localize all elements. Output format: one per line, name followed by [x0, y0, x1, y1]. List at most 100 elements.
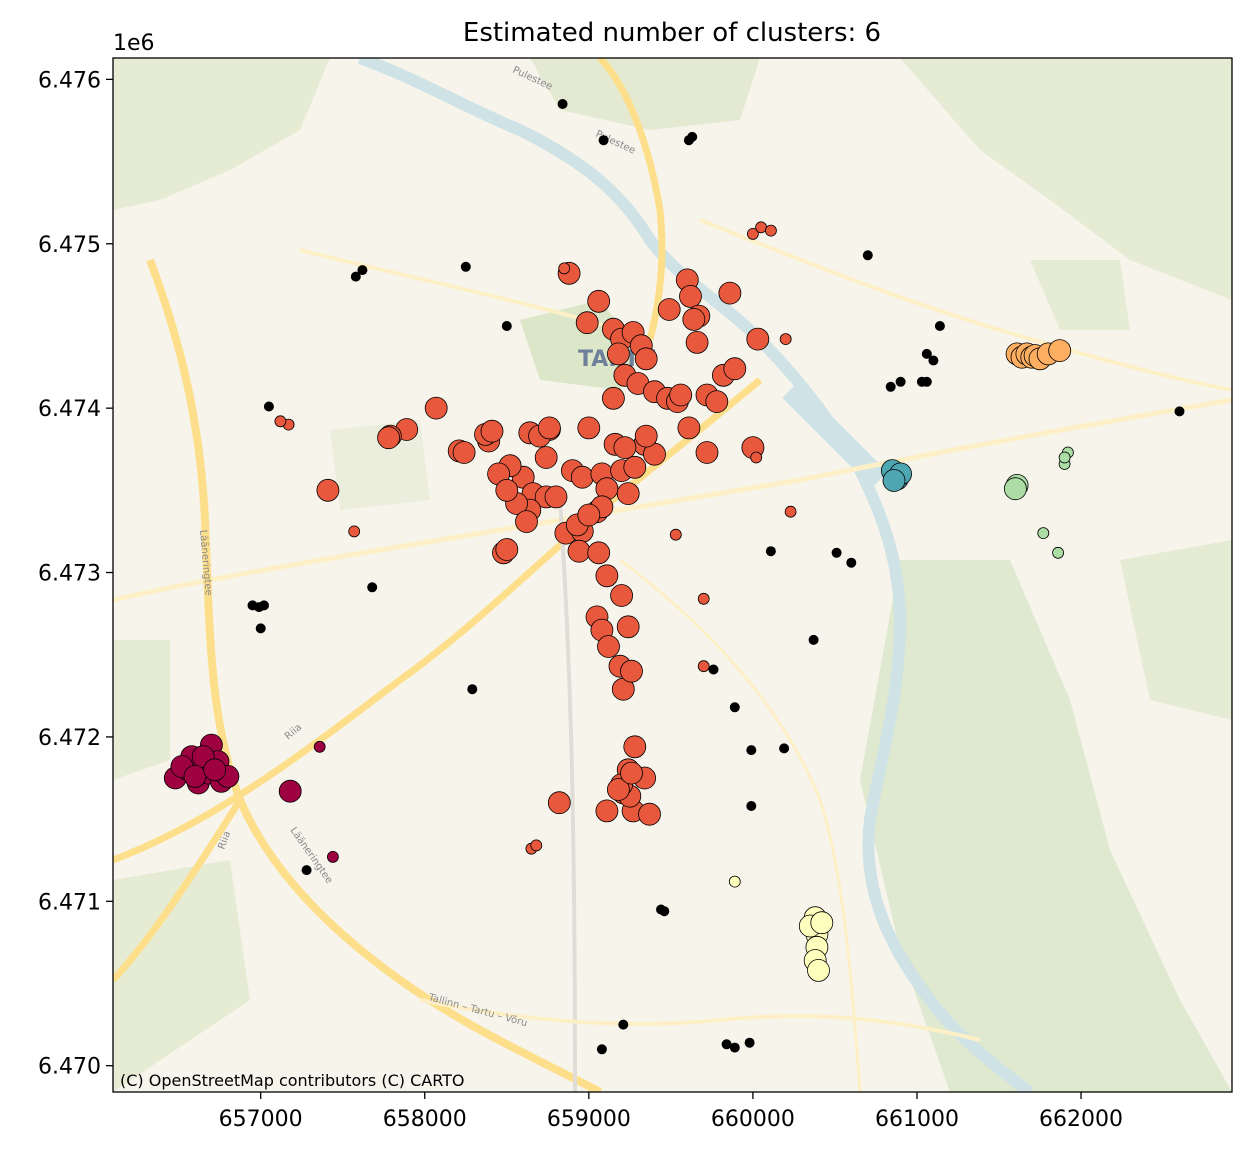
point-cluster-1-69: [577, 503, 601, 527]
road: [113, 397, 1232, 603]
point-cluster-1-110: [747, 227, 759, 240]
point-cluster-6-18: [765, 546, 776, 557]
y-tick-label: 6.474: [38, 397, 101, 422]
point-cluster-6-31: [779, 743, 790, 754]
point-cluster-1-85: [616, 615, 640, 639]
point-cluster-2-7: [1048, 339, 1072, 363]
point-cluster-1-90: [623, 735, 647, 759]
point-cluster-6-20: [846, 557, 857, 568]
point-cluster-6-13: [921, 376, 932, 387]
y-tick-label: 6.473: [38, 562, 101, 587]
point-cluster-1-13: [602, 386, 625, 410]
park-area: [330, 420, 430, 510]
point-cluster-1-18: [705, 390, 729, 414]
point-cluster-6-27: [708, 664, 719, 675]
point-cluster-1-108: [697, 592, 710, 605]
point-cluster-6-23: [254, 602, 264, 613]
point-cluster-6-17: [263, 401, 274, 412]
point-cluster-1-49: [544, 485, 568, 509]
point-cluster-1-99: [547, 791, 571, 815]
point-cluster-6-11: [928, 355, 939, 366]
point-cluster-1-78: [424, 396, 448, 420]
point-cluster-1-1: [558, 262, 571, 275]
point-cluster-4-3: [1052, 546, 1064, 559]
point-cluster-1-111: [755, 221, 767, 234]
road: [419, 998, 981, 1042]
park-area: [113, 860, 250, 1092]
point-cluster-1-24: [685, 330, 709, 354]
y-tick-label: 6.471: [38, 890, 101, 915]
point-cluster-1-59: [634, 424, 658, 448]
basemap: TARTU Pulestee Pulestee Lääneringtee Lää…: [113, 58, 1232, 1092]
point-cluster-1-63: [538, 416, 561, 440]
point-cluster-1-56: [623, 455, 647, 479]
point-cluster-6-38: [721, 1039, 732, 1050]
point-cluster-6-8: [862, 250, 873, 261]
point-cluster-1-73: [587, 541, 611, 565]
chart-title: Estimated number of clusters: 6: [463, 18, 881, 48]
point-cluster-1-20: [723, 357, 747, 381]
point-cluster-1-82: [316, 478, 340, 502]
point-cluster-1-102: [607, 778, 630, 801]
main-road: [597, 58, 666, 341]
point-cluster-1-96: [595, 799, 619, 823]
point-cluster-1-101: [530, 839, 543, 852]
x-tick-label: 662000: [1039, 1107, 1123, 1132]
point-cluster-1-109: [697, 660, 710, 673]
y-tick-label: 6.476: [38, 68, 101, 93]
y-tick-label: 6.472: [38, 726, 101, 751]
park-area: [1030, 260, 1130, 330]
point-cluster-1-2: [587, 289, 611, 313]
x-tick-label: 660000: [711, 1107, 795, 1132]
point-cluster-1-113: [779, 333, 792, 346]
point-cluster-4-1: [1004, 477, 1027, 501]
point-cluster-6-36: [618, 1019, 629, 1030]
y-offset-label: 1e6: [113, 31, 155, 56]
point-cluster-6-5: [357, 265, 368, 276]
point-cluster-1-61: [613, 436, 637, 460]
x-tick-label: 661000: [875, 1107, 959, 1132]
point-cluster-1-3: [575, 311, 599, 335]
road: [699, 218, 1232, 392]
point-cluster-6-0: [557, 99, 568, 109]
point-cluster-1-75: [610, 584, 633, 607]
point-cluster-1-48: [515, 510, 538, 533]
point-cluster-1-26: [746, 327, 770, 351]
point-cluster-1-27: [677, 416, 701, 440]
point-cluster-6-39: [729, 1042, 740, 1053]
point-cluster-1-28: [695, 441, 719, 464]
point-cluster-1-107: [669, 528, 682, 541]
park-area: [860, 560, 1232, 1092]
point-cluster-1-47: [495, 478, 519, 502]
point-cluster-1-16: [669, 383, 693, 407]
point-cluster-1-32: [682, 307, 706, 331]
point-cluster-0-14: [313, 740, 326, 753]
y-tick-label: 6.475: [38, 233, 101, 258]
x-tick-label: 659000: [547, 1107, 631, 1132]
point-cluster-0-12: [203, 758, 227, 782]
point-cluster-0-11: [183, 765, 207, 788]
point-cluster-1-35: [480, 419, 504, 443]
x-tick-label: 658000: [383, 1107, 467, 1132]
point-cluster-5-3: [882, 469, 906, 492]
road: [619, 558, 862, 1092]
park-area: [1120, 540, 1232, 720]
park-area: [530, 58, 760, 130]
point-cluster-1-81: [377, 426, 401, 450]
point-cluster-1-74: [595, 564, 619, 588]
point-cluster-1-112: [765, 224, 777, 237]
point-cluster-1-95: [638, 802, 661, 826]
point-cluster-1-55: [616, 482, 640, 506]
point-cluster-3-6: [810, 911, 834, 935]
main-road: [113, 377, 763, 864]
point-cluster-6-29: [808, 634, 819, 645]
point-cluster-1-25: [718, 281, 742, 305]
point-cluster-1-71: [495, 538, 519, 561]
point-cluster-6-6: [460, 261, 471, 272]
axes-frame: [112, 57, 1233, 1093]
point-cluster-6-35: [656, 904, 666, 915]
park-area: [900, 58, 1232, 300]
point-cluster-6-24: [255, 623, 266, 634]
point-cluster-1-30: [750, 451, 763, 464]
